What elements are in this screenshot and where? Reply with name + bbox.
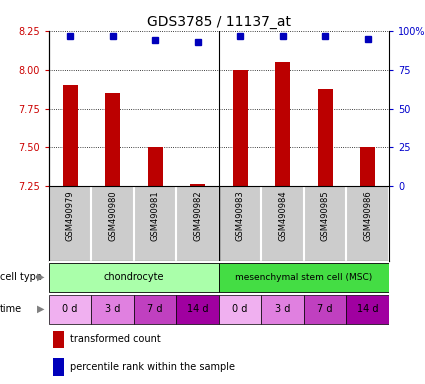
Text: GSM490985: GSM490985: [320, 190, 330, 240]
Text: GSM490986: GSM490986: [363, 190, 372, 241]
Bar: [219, 263, 389, 291]
Text: GSM490979: GSM490979: [65, 190, 75, 240]
Bar: [346, 295, 389, 324]
Text: 7 d: 7 d: [317, 304, 333, 314]
Text: GSM490982: GSM490982: [193, 190, 202, 240]
Bar: [232, 70, 247, 186]
Text: ▶: ▶: [37, 304, 45, 314]
Text: GSM490981: GSM490981: [150, 190, 160, 240]
Text: GSM490983: GSM490983: [235, 190, 245, 241]
Bar: [53, 331, 64, 348]
Title: GDS3785 / 11137_at: GDS3785 / 11137_at: [147, 15, 291, 29]
Text: GSM490984: GSM490984: [278, 190, 287, 240]
Text: 0 d: 0 d: [62, 304, 78, 314]
Text: 14 d: 14 d: [187, 304, 208, 314]
Text: percentile rank within the sample: percentile rank within the sample: [70, 362, 235, 372]
Bar: [62, 85, 77, 186]
Text: chondrocyte: chondrocyte: [104, 272, 164, 282]
Bar: [219, 295, 261, 324]
Text: transformed count: transformed count: [70, 334, 161, 344]
Bar: [91, 295, 134, 324]
Bar: [275, 62, 290, 186]
Bar: [49, 295, 91, 324]
Bar: [261, 295, 304, 324]
Text: 7 d: 7 d: [147, 304, 163, 314]
Bar: [147, 147, 162, 186]
Text: time: time: [0, 304, 22, 314]
Text: ▶: ▶: [37, 272, 45, 282]
Bar: [360, 147, 375, 186]
Bar: [317, 88, 332, 186]
Text: cell type: cell type: [0, 272, 42, 282]
Bar: [190, 184, 205, 186]
Bar: [49, 263, 219, 291]
Bar: [53, 358, 64, 376]
Text: 3 d: 3 d: [105, 304, 120, 314]
Text: mesenchymal stem cell (MSC): mesenchymal stem cell (MSC): [235, 273, 372, 281]
Bar: [134, 295, 176, 324]
Text: GSM490980: GSM490980: [108, 190, 117, 240]
Text: 14 d: 14 d: [357, 304, 378, 314]
Text: 0 d: 0 d: [232, 304, 248, 314]
Bar: [105, 93, 120, 186]
Bar: [176, 295, 219, 324]
Bar: [304, 295, 346, 324]
Text: 3 d: 3 d: [275, 304, 290, 314]
